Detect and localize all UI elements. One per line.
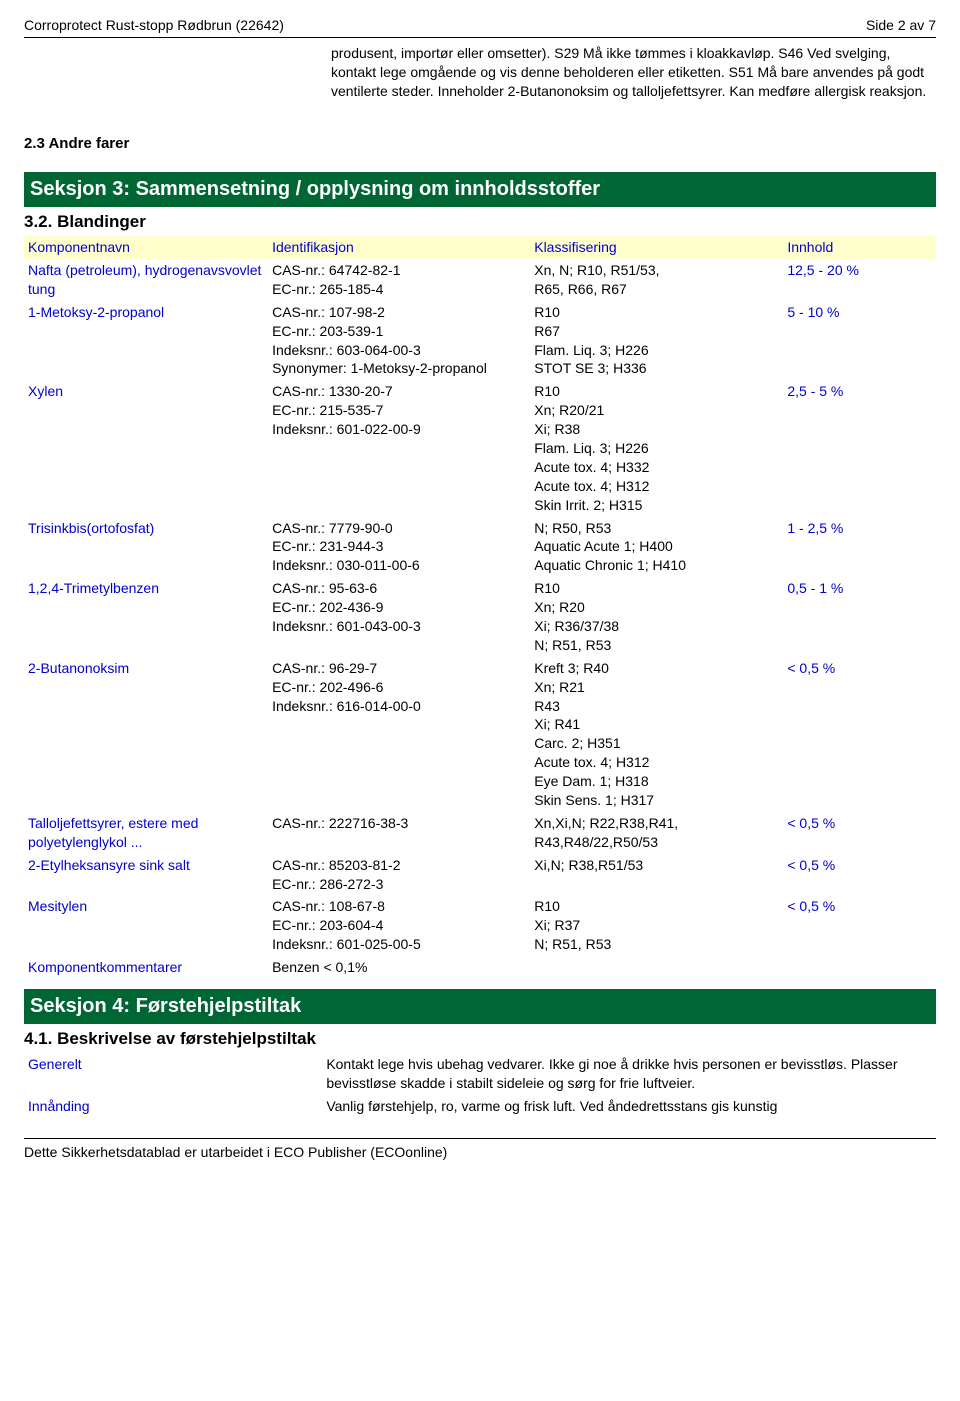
component-identification: CAS-nr.: 85203-81-2EC-nr.: 286-272-3 <box>272 856 534 894</box>
component-content: 0,5 - 1 % <box>787 579 932 598</box>
component-row: 1,2,4-TrimetylbenzenCAS-nr.: 95-63-6EC-n… <box>24 577 936 657</box>
other-hazards-heading: 2.3 Andre farer <box>24 134 325 154</box>
component-identification: CAS-nr.: 222716-38-3 <box>272 814 534 833</box>
component-name: Trisinkbis(ortofosfat) <box>28 519 272 538</box>
component-name: Talloljefettsyrer, estere med polyetylen… <box>28 814 272 852</box>
component-classification: R10Xn; R20/21Xi; R38Flam. Liq. 3; H226Ac… <box>534 382 787 514</box>
component-content: < 0,5 % <box>787 659 932 678</box>
section4-title: Seksjon 4: Førstehjelpstiltak <box>30 993 916 1020</box>
component-classification: R10Xi; R37N; R51, R53 <box>534 897 787 954</box>
component-row: XylenCAS-nr.: 1330-20-7EC-nr.: 215-535-7… <box>24 380 936 516</box>
firstaid-label: Innånding <box>28 1097 326 1116</box>
page-number: Side 2 av 7 <box>866 16 936 35</box>
doc-title: Corroprotect Rust-stopp Rødbrun (22642) <box>24 16 284 35</box>
section4-subtitle: 4.1. Beskrivelse av førstehjelpstiltak <box>24 1028 936 1051</box>
firstaid-row: GenereltKontakt lege hvis ubehag vedvare… <box>24 1053 936 1095</box>
component-classification: Xn, N; R10, R51/53,R65, R66, R67 <box>534 261 787 299</box>
component-row: 2-Etylheksansyre sink saltCAS-nr.: 85203… <box>24 854 936 896</box>
section3-title: Seksjon 3: Sammensetning / opplysning om… <box>30 176 916 203</box>
component-comment-row: Komponentkommentarer Benzen < 0,1% <box>24 956 936 979</box>
component-content: 5 - 10 % <box>787 303 932 322</box>
component-content: < 0,5 % <box>787 897 932 916</box>
component-comment-label: Komponentkommentarer <box>28 958 272 977</box>
component-classification: Xn,Xi,N; R22,R38,R41,R43,R48/22,R50/53 <box>534 814 787 852</box>
intro-body: produsent, importør eller omsetter). S29… <box>325 44 936 154</box>
firstaid-value: Vanlig førstehjelp, ro, varme og frisk l… <box>326 1097 932 1116</box>
component-row: 1-Metoksy-2-propanolCAS-nr.: 107-98-2EC-… <box>24 301 936 381</box>
component-identification: CAS-nr.: 7779-90-0EC-nr.: 231-944-3Indek… <box>272 519 534 576</box>
intro-block: 2.3 Andre farer produsent, importør elle… <box>24 44 936 154</box>
firstaid-row: InnåndingVanlig førstehjelp, ro, varme o… <box>24 1095 936 1118</box>
component-content: < 0,5 % <box>787 856 932 875</box>
component-identification: CAS-nr.: 95-63-6EC-nr.: 202-436-9Indeksn… <box>272 579 534 636</box>
component-content: 12,5 - 20 % <box>787 261 932 280</box>
component-content: < 0,5 % <box>787 814 932 833</box>
component-name: 2-Etylheksansyre sink salt <box>28 856 272 875</box>
components-header-row: Komponentnavn Identifikasjon Klassifiser… <box>24 236 936 259</box>
component-row: 2-ButanonoksimCAS-nr.: 96-29-7EC-nr.: 20… <box>24 657 936 812</box>
section3-subtitle: 3.2. Blandinger <box>24 211 936 234</box>
component-name: 1-Metoksy-2-propanol <box>28 303 272 322</box>
section4-bar: Seksjon 4: Førstehjelpstiltak <box>24 989 936 1024</box>
component-row: MesitylenCAS-nr.: 108-67-8EC-nr.: 203-60… <box>24 895 936 956</box>
firstaid-value: Kontakt lege hvis ubehag vedvarer. Ikke … <box>326 1055 932 1093</box>
component-name: 2-Butanonoksim <box>28 659 272 678</box>
component-classification: Xi,N; R38,R51/53 <box>534 856 787 875</box>
component-classification: Kreft 3; R40Xn; R21R43Xi; R41Carc. 2; H3… <box>534 659 787 810</box>
component-identification: CAS-nr.: 64742-82-1EC-nr.: 265-185-4 <box>272 261 534 299</box>
footer-divider <box>24 1138 936 1139</box>
header-divider <box>24 37 936 38</box>
col-inn-header: Innhold <box>787 238 932 257</box>
component-name: Mesitylen <box>28 897 272 916</box>
component-name: Nafta (petroleum), hydrogenavsvovlet tun… <box>28 261 272 299</box>
components-table: Nafta (petroleum), hydrogenavsvovlet tun… <box>24 259 936 956</box>
footer-text: Dette Sikkerhetsdatablad er utarbeidet i… <box>24 1143 936 1162</box>
component-identification: CAS-nr.: 107-98-2EC-nr.: 203-539-1Indeks… <box>272 303 534 379</box>
component-name: 1,2,4-Trimetylbenzen <box>28 579 272 598</box>
component-identification: CAS-nr.: 108-67-8EC-nr.: 203-604-4Indeks… <box>272 897 534 954</box>
component-content: 1 - 2,5 % <box>787 519 932 538</box>
component-row: Nafta (petroleum), hydrogenavsvovlet tun… <box>24 259 936 301</box>
component-content: 2,5 - 5 % <box>787 382 932 401</box>
page-header: Corroprotect Rust-stopp Rødbrun (22642) … <box>24 16 936 35</box>
component-row: Trisinkbis(ortofosfat)CAS-nr.: 7779-90-0… <box>24 517 936 578</box>
firstaid-table: GenereltKontakt lege hvis ubehag vedvare… <box>24 1053 936 1118</box>
component-comment-value: Benzen < 0,1% <box>272 958 534 977</box>
col-name-header: Komponentnavn <box>28 238 272 257</box>
col-class-header: Klassifisering <box>534 238 787 257</box>
col-ident-header: Identifikasjon <box>272 238 534 257</box>
component-name: Xylen <box>28 382 272 401</box>
component-classification: N; R50, R53Aquatic Acute 1; H400Aquatic … <box>534 519 787 576</box>
firstaid-label: Generelt <box>28 1055 326 1093</box>
component-identification: CAS-nr.: 96-29-7EC-nr.: 202-496-6Indeksn… <box>272 659 534 716</box>
component-classification: R10R67Flam. Liq. 3; H226STOT SE 3; H336 <box>534 303 787 379</box>
section3-bar: Seksjon 3: Sammensetning / opplysning om… <box>24 172 936 207</box>
component-classification: R10Xn; R20Xi; R36/37/38N; R51, R53 <box>534 579 787 655</box>
component-identification: CAS-nr.: 1330-20-7EC-nr.: 215-535-7Indek… <box>272 382 534 439</box>
component-row: Talloljefettsyrer, estere med polyetylen… <box>24 812 936 854</box>
